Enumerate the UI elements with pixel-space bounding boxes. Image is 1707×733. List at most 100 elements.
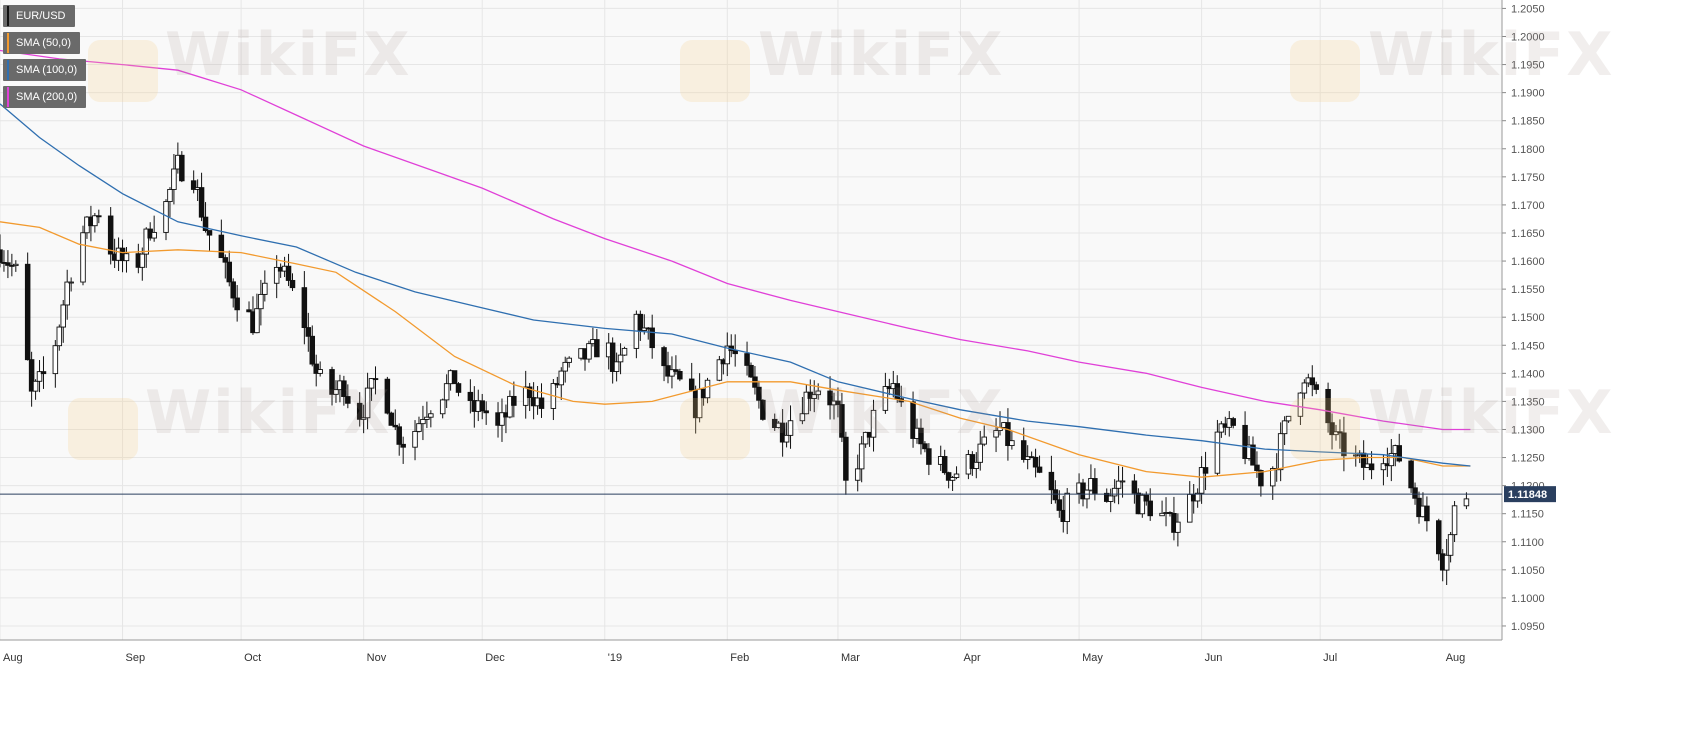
candle-up <box>815 390 821 396</box>
candle-down <box>222 257 229 263</box>
candle-down <box>1341 432 1347 457</box>
candle-down <box>1147 500 1153 517</box>
legend-label: SMA (50,0) <box>16 37 72 49</box>
candle-up <box>1119 480 1126 483</box>
x-tick-label: Feb <box>730 652 749 664</box>
candle-up <box>799 413 806 422</box>
candle-up <box>258 293 264 310</box>
candle-up <box>317 369 323 374</box>
candle-down <box>835 400 841 406</box>
candle-up <box>562 361 568 372</box>
y-tick-label: 1.1450 <box>1511 340 1545 352</box>
y-tick-label: 1.1150 <box>1511 509 1544 521</box>
candle-up <box>273 266 280 284</box>
candle-up <box>981 436 987 445</box>
candle-down <box>218 234 225 259</box>
candle-down <box>779 422 786 443</box>
candle-up <box>360 417 367 420</box>
candle-up <box>499 412 505 426</box>
candle-up <box>586 343 592 360</box>
candle-down <box>289 279 296 289</box>
candle-down <box>230 281 236 299</box>
candle-down <box>96 215 102 218</box>
candle-up <box>52 345 59 375</box>
candle-down <box>179 154 185 182</box>
y-tick-label: 1.1750 <box>1511 172 1545 184</box>
candle-up <box>1277 433 1284 471</box>
candle-down <box>1436 520 1442 555</box>
candle-down <box>1396 445 1402 462</box>
candle-up <box>993 430 999 438</box>
y-tick-label: 1.1650 <box>1511 228 1545 240</box>
candle-up <box>1269 468 1276 487</box>
candle-down <box>1337 431 1343 434</box>
y-tick-label: 1.1000 <box>1511 593 1545 605</box>
candle-down <box>1092 478 1098 494</box>
candle-down <box>1052 489 1059 501</box>
candle-down <box>1048 471 1055 491</box>
candle-down <box>392 424 399 428</box>
candle-down <box>0 249 3 263</box>
candle-up <box>803 391 810 415</box>
candle-down <box>538 397 545 409</box>
candle-down <box>1005 422 1011 447</box>
candle-up <box>416 423 422 432</box>
candle-up <box>621 347 628 356</box>
candle-up <box>854 468 861 481</box>
candle-down <box>910 401 916 439</box>
y-tick-label: 1.1850 <box>1511 116 1545 128</box>
sma-line-200 <box>0 49 1471 431</box>
candle-up <box>1159 512 1165 517</box>
legend-sma-100[interactable]: SMA (100,0) <box>3 59 87 81</box>
x-tick-label: Mar <box>841 652 860 664</box>
candle-up <box>1380 463 1387 471</box>
candle-up <box>428 413 434 418</box>
candle-down <box>1258 470 1264 487</box>
candle-down <box>341 380 347 397</box>
legend-label: SMA (100,0) <box>16 64 78 76</box>
y-tick-label: 1.1100 <box>1511 537 1544 549</box>
legend-sma-200[interactable]: SMA (200,0) <box>3 86 87 108</box>
candle-down <box>744 353 750 366</box>
candle-up <box>151 231 157 239</box>
candle-up <box>333 389 339 395</box>
candle-down <box>202 216 209 232</box>
x-tick-label: Oct <box>244 652 261 664</box>
candle-up <box>60 304 66 328</box>
candle-down <box>1329 422 1335 436</box>
candle-down <box>384 378 391 414</box>
candle-up <box>1009 440 1015 447</box>
candle-down <box>329 369 335 395</box>
candle-down <box>637 313 644 331</box>
candle-down <box>309 335 316 365</box>
candle-down <box>190 180 197 190</box>
candle-down <box>28 359 35 392</box>
x-tick-label: Aug <box>3 652 23 664</box>
last-price-tag <box>1504 486 1556 503</box>
candle-up <box>1297 392 1304 417</box>
candle-down <box>313 363 319 374</box>
candle-up <box>439 399 446 415</box>
legend-sma-50[interactable]: SMA (50,0) <box>3 32 81 54</box>
candle-up <box>1447 534 1454 556</box>
candle-down <box>511 395 517 406</box>
y-tick-label: 1.1300 <box>1511 424 1545 436</box>
candle-down <box>760 399 766 420</box>
candle-up <box>858 443 865 470</box>
candle-down <box>285 265 292 281</box>
legend-swatch <box>7 33 9 53</box>
candle-down <box>1131 480 1138 494</box>
x-tick-label: May <box>1082 652 1103 664</box>
legend-symbol[interactable]: EUR/USD <box>3 5 75 27</box>
candle-down <box>234 297 240 311</box>
candle-down <box>400 443 406 448</box>
candle-down <box>1167 512 1173 514</box>
candle-up <box>862 431 869 445</box>
candle-down <box>345 396 351 404</box>
candle-up <box>1301 382 1308 394</box>
legend: EUR/USD SMA (50,0) SMA (100,0) SMA (200,… <box>3 5 87 108</box>
candle-up <box>783 434 790 443</box>
candle-up <box>368 378 375 389</box>
candle-down <box>5 262 11 266</box>
